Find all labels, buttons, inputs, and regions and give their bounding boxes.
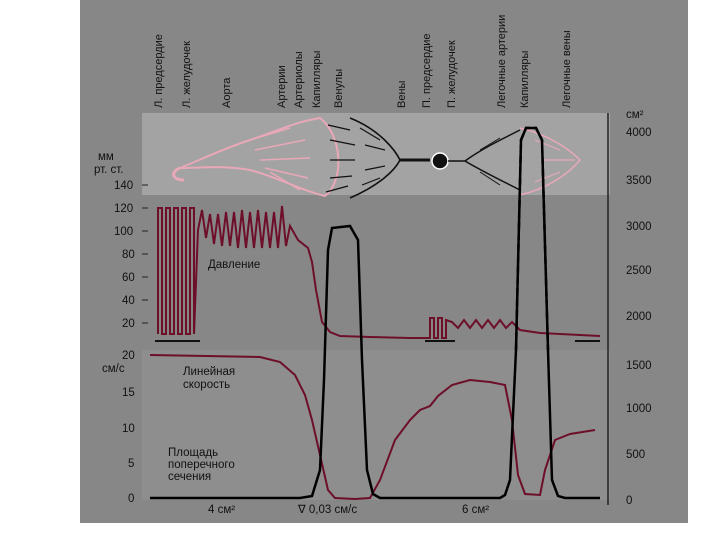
pressure-curve: [157, 205, 425, 339]
pressure-tick-120: 120: [114, 203, 133, 215]
label-pulmonary-arteries: Легочные артерии: [496, 15, 508, 108]
lower-panel: [142, 350, 610, 500]
axis-text-layer: мм рт. ст. 140 120 100 80 60 40 20 20 см…: [94, 109, 652, 516]
vessel-panel: [142, 113, 610, 195]
velocity-tick-15: 15: [122, 387, 135, 399]
area-unit: см²: [626, 109, 644, 121]
area-tick-0: 0: [626, 495, 632, 507]
velocity-unit: см/с: [102, 363, 125, 375]
label-left-atrium: Л. предсердие: [153, 34, 165, 108]
label-right-ventricle: П. желудочек: [446, 40, 458, 108]
pressure-tick-80: 80: [122, 249, 135, 261]
label-pulmonary-veins: Легочные вены: [561, 30, 573, 108]
area-tick-3500: 3500: [626, 175, 652, 187]
label-veins: Вены: [396, 80, 408, 108]
bottom-label-left: 4 см²: [208, 504, 235, 516]
pressure-tick-100: 100: [114, 226, 133, 238]
velocity-tick-10: 10: [122, 423, 135, 435]
label-left-ventricle: Л. желудочек: [181, 41, 193, 108]
pressure-tick-40: 40: [122, 295, 135, 307]
area-annotation-line2: поперечного: [168, 459, 235, 471]
bottom-label-mid: ∇ 0,03 см/с: [297, 504, 357, 516]
label-arterioles: Артериолы: [293, 51, 305, 108]
circulation-figure: Л. предсердие Л. желудочек Аорта Артерии…: [80, 0, 688, 523]
velocity-annotation-line1: Линейная: [183, 366, 235, 378]
velocity-tick-0: 0: [128, 493, 134, 505]
vessel-labels-svg: Л. предсердие Л. желудочек Аорта Артерии…: [153, 15, 573, 108]
label-arteries: Артерии: [276, 65, 288, 108]
area-tick-4000: 4000: [626, 127, 652, 139]
area-annotation-line3: сечения: [168, 471, 211, 483]
area-annotation-line1: Площадь: [168, 447, 218, 459]
circulation-diagram: [142, 113, 610, 505]
bottom-label-right: 6 см²: [462, 504, 489, 516]
label-capillaries: Капилляры: [311, 50, 323, 108]
velocity-curve: [149, 354, 596, 501]
area-curve-dashed: [514, 126, 550, 351]
label-right-atrium: П. предсердие: [421, 33, 433, 108]
area-tick-2000: 2000: [626, 311, 652, 323]
pressure-tick-140: 140: [114, 180, 133, 192]
pressure-tick-60: 60: [122, 272, 135, 284]
vessel-schematic: [172, 116, 582, 199]
pressure-unit-hg: рт. ст.: [94, 164, 123, 176]
velocity-annotation-line2: скорость: [183, 379, 230, 391]
area-tick-1000: 1000: [626, 403, 652, 415]
velocity-tick-20: 20: [122, 350, 135, 362]
pressure-unit-mm: мм: [98, 151, 114, 163]
left-axis-ticks: [142, 184, 148, 324]
label-pulmonary-capillaries: Капилляры: [519, 50, 531, 108]
pressure-annotation: Давление: [208, 259, 260, 271]
area-tick-1500: 1500: [626, 360, 652, 372]
pressure-tick-20: 20: [122, 318, 135, 330]
velocity-tick-5: 5: [128, 458, 134, 470]
area-tick-3000: 3000: [626, 221, 652, 233]
label-aorta: Аорта: [221, 77, 233, 108]
area-tick-2500: 2500: [626, 265, 652, 277]
area-tick-500: 500: [626, 449, 645, 461]
label-venules: Венулы: [333, 69, 345, 108]
